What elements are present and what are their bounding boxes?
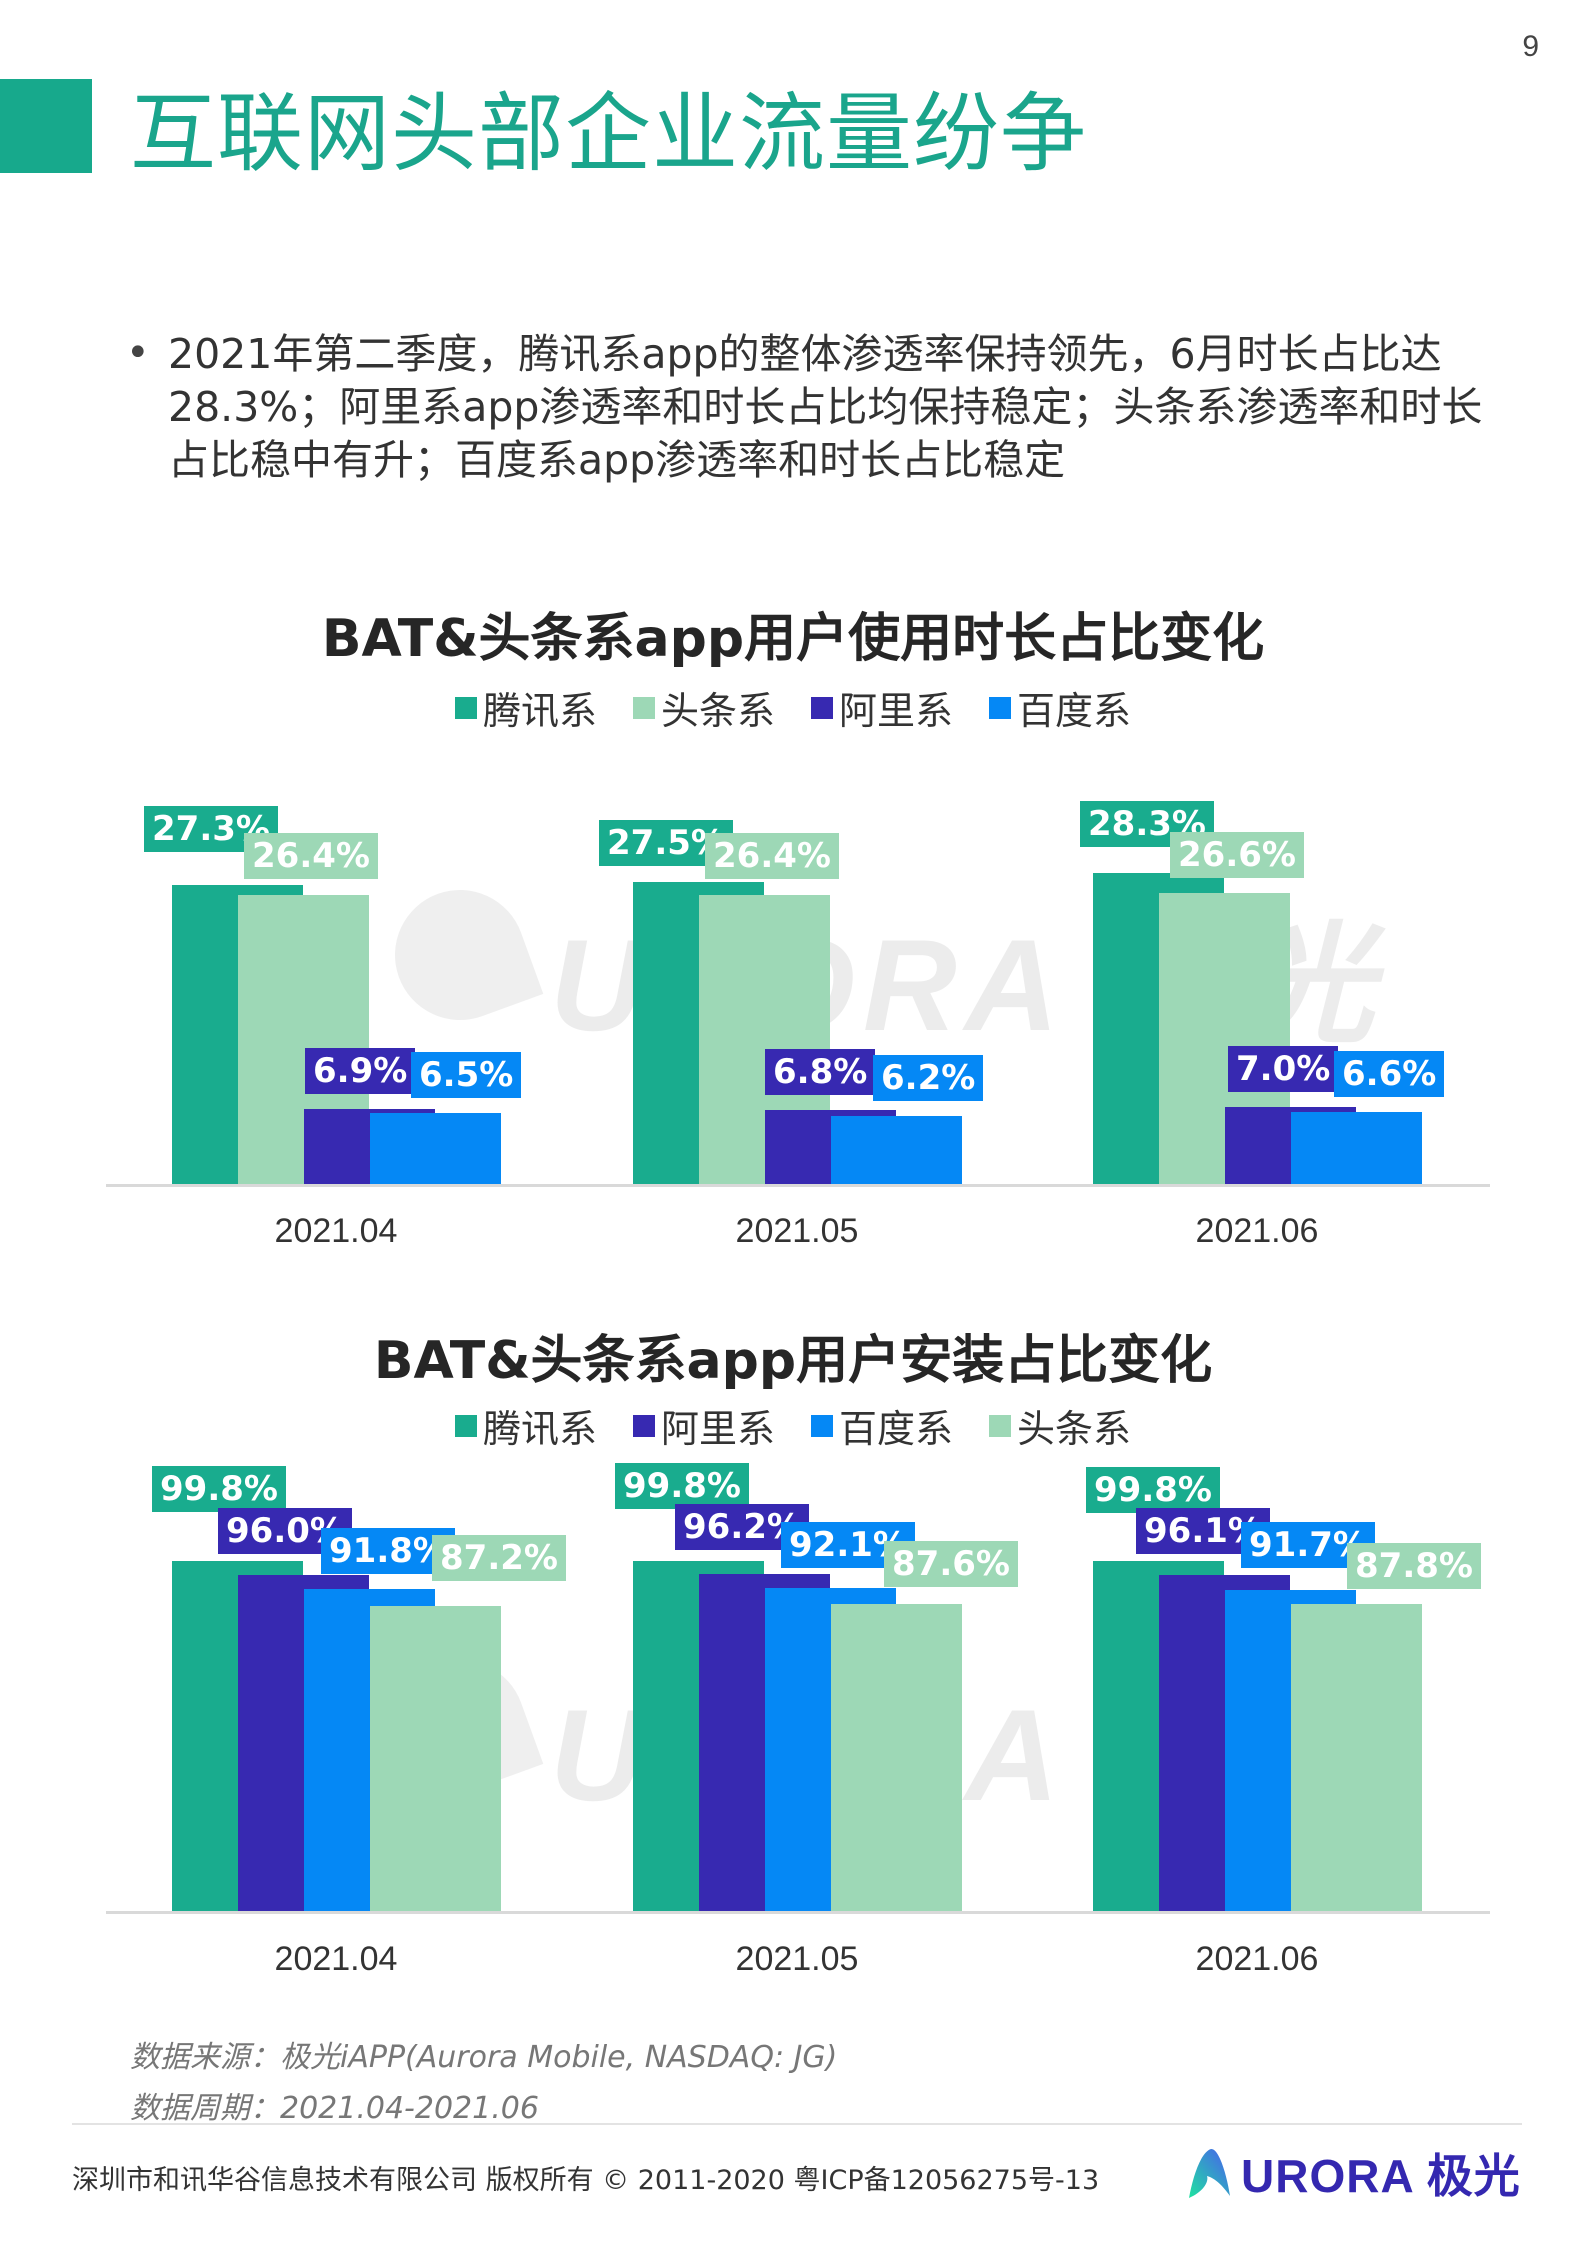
legend-item-ali: 阿里系 <box>632 1398 775 1453</box>
legend-swatch-tencent <box>454 1414 477 1437</box>
legend-swatch-ali <box>632 1414 655 1437</box>
summary-text: 2021年第二季度，腾讯系app的整体渗透率保持领先，6月时长占比达28.3%；… <box>168 330 1483 484</box>
bar-baidu-2021-06 <box>1291 1112 1422 1184</box>
bar-toutiao-2021-06 <box>1291 1604 1422 1911</box>
legend-swatch-ali <box>811 696 833 719</box>
data-label: 99.8% <box>1086 1467 1220 1513</box>
watermark-logo-icon <box>376 871 544 1039</box>
legend-swatch-baidu <box>811 1414 833 1437</box>
x-tick-label: 2021.04 <box>274 1212 398 1250</box>
legend-item-toutiao: 头条系 <box>989 1398 1131 1453</box>
legend-swatch-baidu <box>989 696 1012 719</box>
legend-swatch-toutiao <box>632 696 655 719</box>
legend-label: 腾讯系 <box>482 1407 597 1451</box>
data-label: 99.8% <box>152 1466 286 1512</box>
data-label: 6.5% <box>411 1052 522 1098</box>
legend-item-ali: 阿里系 <box>811 680 953 735</box>
data-label: 99.8% <box>615 1463 749 1509</box>
data-period-note: 数据周期：2021.04-2021.06 <box>130 2091 539 2126</box>
legend-label: 百度系 <box>1017 689 1132 733</box>
data-label: 26.4% <box>705 833 839 879</box>
data-label: 87.6% <box>884 1541 1018 1587</box>
data-label: 7.0% <box>1228 1046 1339 1092</box>
aurora-logo-icon <box>1187 2146 1231 2200</box>
page-title: 互联网头部企业流量纷争 <box>130 84 1087 184</box>
data-label: 87.8% <box>1347 1543 1481 1589</box>
legend-item-tencent: 腾讯系 <box>454 680 597 735</box>
x-tick-label: 2021.06 <box>1195 1940 1319 1978</box>
legend-label: 阿里系 <box>839 689 954 733</box>
legend-item-baidu: 百度系 <box>989 680 1131 735</box>
data-source-note: 数据来源：极光iAPP(Aurora Mobile, NASDAQ: JG) <box>130 2040 838 2075</box>
aurora-logo-text: URORA 极光 <box>1241 2150 1521 2202</box>
aurora-logo: URORA 极光 <box>1187 2140 1521 2206</box>
legend-label: 头条系 <box>660 689 775 733</box>
install-chart-legend: 腾讯系 阿里系 百度系 头条系 <box>0 1398 1586 1453</box>
install-chart: URORA 极光 99.8% 96.0% 91.8% 87.2% 99.8% 9… <box>0 1460 1586 2020</box>
data-label: 26.4% <box>244 833 378 879</box>
duration-chart-title: BAT&头条系app用户使用时长占比变化 <box>321 609 1265 669</box>
legend-label: 阿里系 <box>660 1407 775 1451</box>
legend-label: 腾讯系 <box>482 689 597 733</box>
x-axis-line <box>106 1184 1490 1187</box>
legend-swatch-toutiao <box>989 1414 1012 1437</box>
bar-baidu-2021-04 <box>370 1113 501 1184</box>
data-label: 6.9% <box>305 1048 416 1094</box>
data-label: 26.6% <box>1170 832 1304 878</box>
footer-divider <box>72 2123 1522 2125</box>
data-label: 6.2% <box>873 1055 984 1101</box>
copyright-text: 深圳市和讯华谷信息技术有限公司 版权所有 © 2011-2020 粤ICP备12… <box>72 2165 1100 2196</box>
title-accent-bar <box>0 79 92 173</box>
data-label: 6.6% <box>1334 1051 1445 1097</box>
page-number: 9 <box>1522 30 1539 63</box>
legend-item-tencent: 腾讯系 <box>454 1398 597 1453</box>
x-tick-label: 2021.06 <box>1195 1212 1319 1250</box>
bullet-icon: • <box>126 330 150 376</box>
bar-toutiao-2021-04 <box>370 1606 501 1911</box>
x-tick-label: 2021.05 <box>735 1940 859 1978</box>
data-label: 87.2% <box>432 1535 566 1581</box>
x-tick-label: 2021.04 <box>274 1940 398 1978</box>
legend-item-baidu: 百度系 <box>811 1398 953 1453</box>
legend-item-toutiao: 头条系 <box>632 680 775 735</box>
bar-baidu-2021-05 <box>831 1116 962 1184</box>
legend-label: 头条系 <box>1017 1407 1132 1451</box>
duration-chart: URORA 极光 27.3% 26.4% 6.9% 6.5% 27.5% 26.… <box>0 760 1586 1280</box>
install-chart-title: BAT&头条系app用户安装占比变化 <box>373 1331 1213 1391</box>
data-label: 6.8% <box>765 1049 876 1095</box>
duration-chart-legend: 腾讯系 头条系 阿里系 百度系 <box>0 680 1586 735</box>
x-tick-label: 2021.05 <box>735 1212 859 1250</box>
legend-swatch-tencent <box>454 696 477 719</box>
x-axis-line <box>106 1911 1490 1914</box>
legend-label: 百度系 <box>839 1407 954 1451</box>
bar-toutiao-2021-05 <box>831 1604 962 1911</box>
